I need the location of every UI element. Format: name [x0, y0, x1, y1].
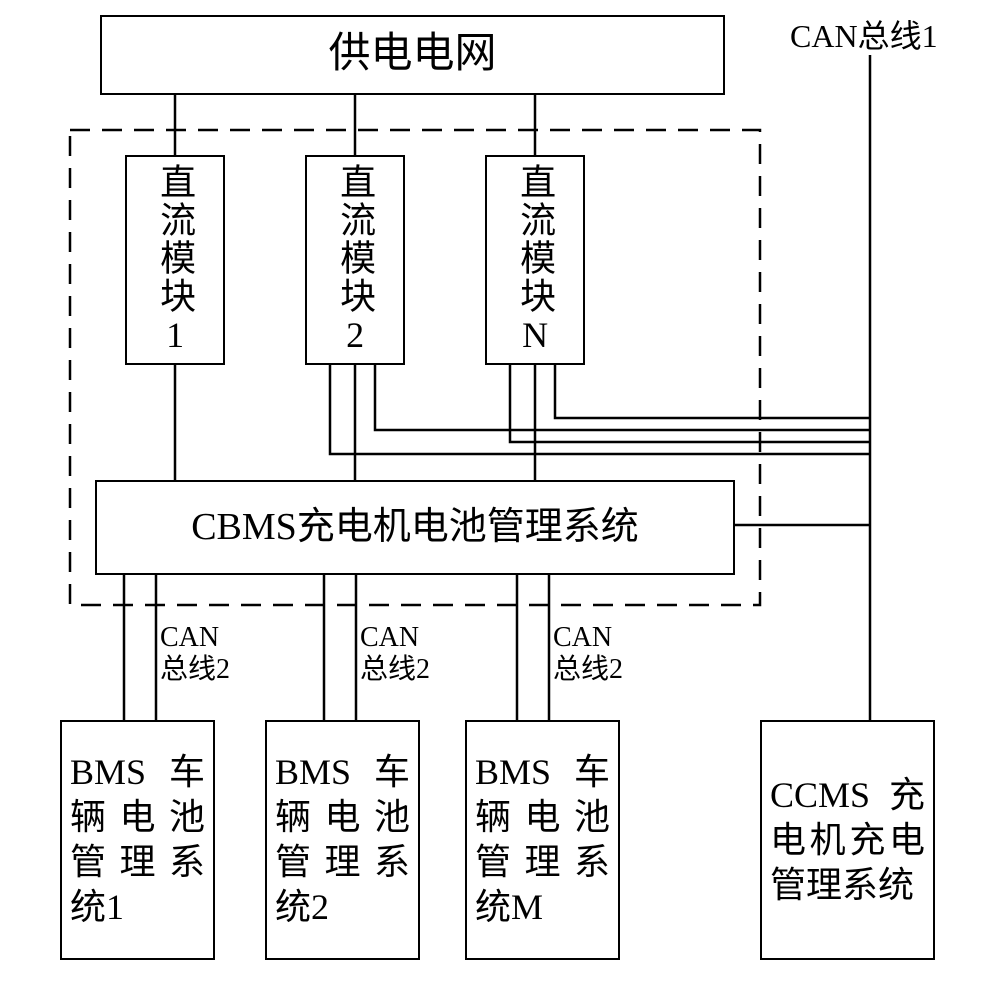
label-can-bus-2-b: CAN 总线2	[360, 622, 430, 686]
node-bms-1-label: BMS车辆电池管理系统1	[62, 744, 213, 936]
node-bms-2: BMS车辆电池管理系统2	[265, 720, 420, 960]
diagram-canvas: 供电电网 直流模块1 直流模块2 直流模块N CBMS充电机电池管理系统 BMS…	[0, 0, 1000, 981]
node-power-grid-label: 供电电网	[328, 31, 496, 78]
node-dc-module-n: 直流模块N	[485, 155, 585, 365]
label-can-bus-2-a: CAN 总线2	[160, 622, 230, 686]
node-bms-m: BMS车辆电池管理系统M	[465, 720, 620, 960]
label-can-bus-2-c: CAN 总线2	[553, 622, 623, 686]
node-bms-2-label: BMS车辆电池管理系统2	[267, 744, 418, 936]
node-dc-module-2-label: 直流模块2	[335, 163, 375, 357]
node-dc-module-1: 直流模块1	[125, 155, 225, 365]
node-dc-module-1-label: 直流模块1	[155, 163, 195, 357]
node-ccms-label: CCMS充电机充电管理系统	[762, 767, 933, 914]
node-bms-1: BMS车辆电池管理系统1	[60, 720, 215, 960]
node-cbms-label: CBMS充电机电池管理系统	[191, 506, 639, 549]
node-dc-module-n-label: 直流模块N	[515, 163, 555, 357]
node-power-grid: 供电电网	[100, 15, 725, 95]
node-bms-m-label: BMS车辆电池管理系统M	[467, 744, 618, 936]
node-cbms: CBMS充电机电池管理系统	[95, 480, 735, 575]
node-dc-module-2: 直流模块2	[305, 155, 405, 365]
node-ccms: CCMS充电机充电管理系统	[760, 720, 935, 960]
label-can-bus-1: CAN总线1	[790, 18, 938, 55]
